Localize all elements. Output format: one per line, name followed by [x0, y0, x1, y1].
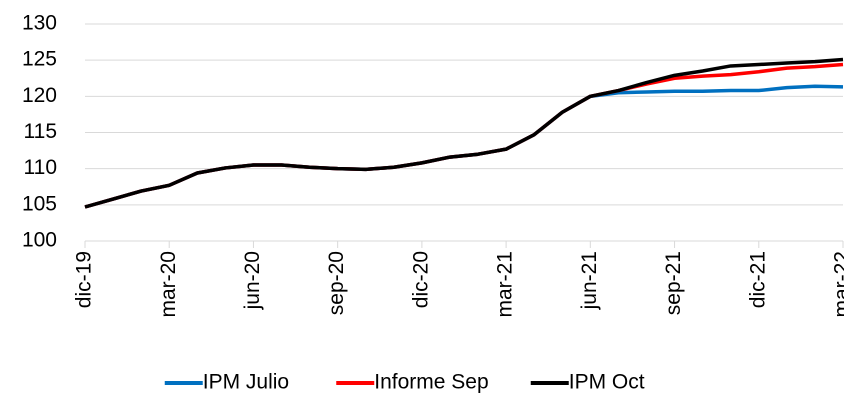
- x-tick-label: dic-20: [409, 251, 432, 308]
- y-tick-label: 110: [24, 156, 57, 179]
- legend-label: IPM Oct: [569, 371, 645, 394]
- y-tick-label: 115: [24, 120, 57, 143]
- y-tick-label: 120: [22, 84, 57, 107]
- legend-label: IPM Julio: [203, 371, 289, 394]
- x-tick-label: dic-19: [73, 251, 96, 308]
- x-tick-label: mar-21: [494, 251, 517, 318]
- x-tick-label: jun-20: [241, 251, 264, 310]
- x-tick-label: mar-22: [831, 251, 844, 318]
- x-tick-label: dic-21: [746, 251, 769, 308]
- line-series: [84, 57, 844, 209]
- x-tick-label: jun-21: [578, 251, 601, 310]
- x-tick-label: sep-21: [662, 251, 685, 315]
- x-tick-label: sep-20: [325, 251, 348, 315]
- y-tick-label: 105: [22, 192, 57, 215]
- line-series: [84, 62, 844, 209]
- y-tick-label: 100: [22, 229, 57, 252]
- legend-label: Informe Sep: [374, 371, 488, 394]
- line-series: [84, 84, 844, 209]
- y-tick-label: 130: [22, 12, 57, 35]
- y-tick-label: 125: [22, 48, 57, 71]
- x-tick-label: mar-20: [157, 251, 180, 318]
